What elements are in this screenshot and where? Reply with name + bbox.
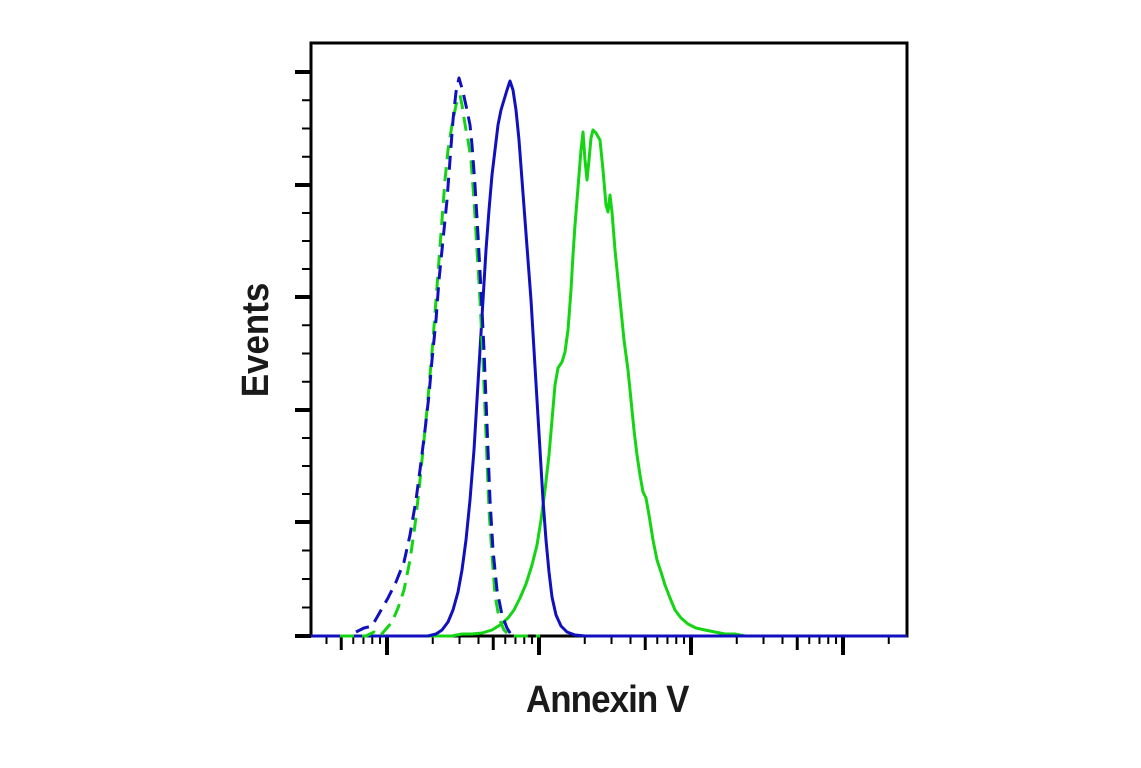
x-axis-ticks — [325, 636, 890, 655]
y-axis-ticks — [295, 70, 311, 638]
series-blue-dashed — [355, 76, 514, 637]
series-green-dashed — [340, 93, 540, 638]
y-axis-label: Events — [234, 283, 277, 398]
x-axis-label: Annexin V — [526, 678, 690, 721]
series-blue-solid — [311, 79, 907, 638]
series-green-solid — [311, 128, 907, 638]
plot-border — [309, 41, 909, 638]
histogram-series — [311, 76, 907, 638]
plot-frame — [309, 41, 909, 638]
